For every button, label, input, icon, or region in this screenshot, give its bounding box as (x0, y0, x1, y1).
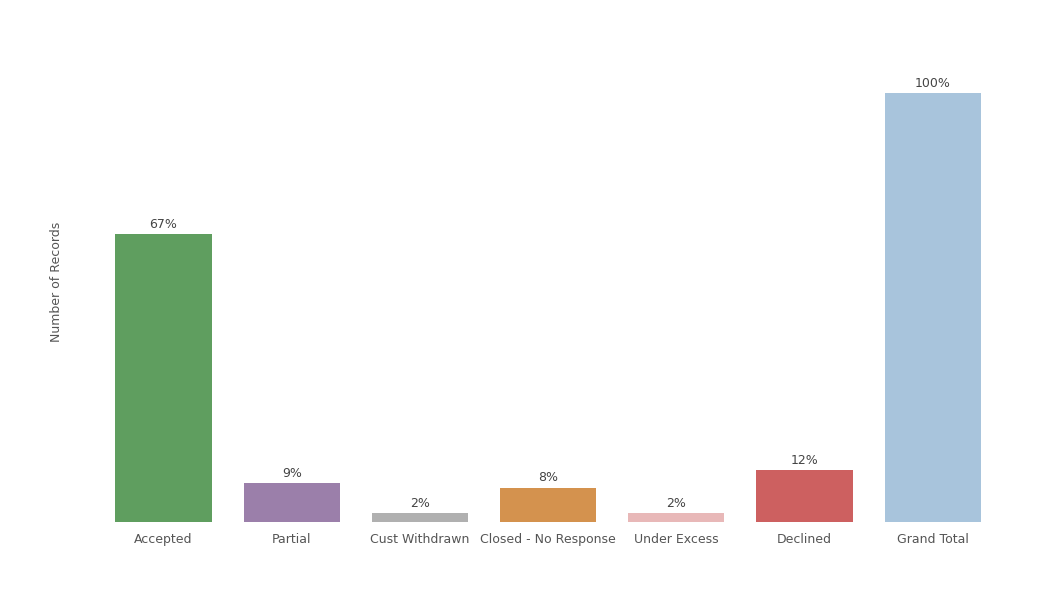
Text: 9%: 9% (281, 467, 301, 480)
Bar (116, 234, 212, 522)
Text: 12%: 12% (790, 454, 818, 467)
Text: 100%: 100% (915, 76, 951, 90)
Bar (500, 487, 597, 522)
Bar (884, 93, 980, 522)
Bar (372, 514, 468, 522)
Bar (628, 514, 724, 522)
Text: 67%: 67% (150, 218, 177, 231)
Text: 2%: 2% (666, 497, 686, 510)
Text: 2%: 2% (410, 497, 430, 510)
Text: 8%: 8% (539, 471, 558, 484)
Y-axis label: Number of Records: Number of Records (50, 222, 62, 342)
Bar (243, 483, 339, 522)
Bar (757, 470, 853, 522)
